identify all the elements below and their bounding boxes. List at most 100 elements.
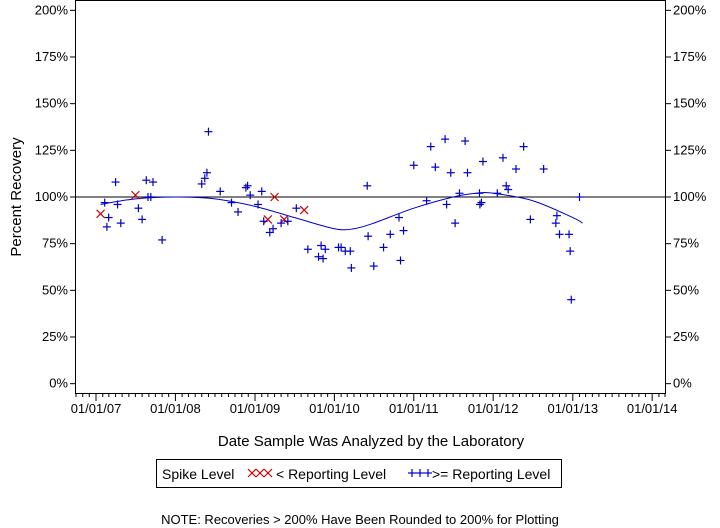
point-above-reporting-level bbox=[116, 219, 125, 228]
y-tick-label-left: 25% bbox=[42, 329, 68, 344]
point-above-reporting-level bbox=[455, 189, 464, 198]
point-above-reporting-level bbox=[259, 217, 268, 226]
y-tick-label-left: 150% bbox=[35, 96, 69, 111]
point-above-reporting-level bbox=[257, 187, 266, 196]
point-above-reporting-level bbox=[277, 219, 286, 228]
legend-glyph-plus bbox=[416, 469, 424, 477]
point-above-reporting-level bbox=[142, 176, 151, 185]
point-below-reporting-level bbox=[299, 205, 309, 215]
point-below-reporting-level bbox=[263, 214, 273, 224]
point-above-reporting-level bbox=[493, 189, 502, 198]
y-tick-label-right: 150% bbox=[673, 96, 707, 111]
point-above-reporting-level bbox=[539, 165, 548, 173]
point-below-reporting-level bbox=[96, 209, 106, 219]
point-above-reporting-level bbox=[431, 163, 440, 172]
point-above-reporting-level bbox=[475, 200, 484, 209]
y-tick-label-left: 100% bbox=[35, 189, 69, 204]
point-above-reporting-level bbox=[575, 193, 584, 201]
point-above-reporting-level bbox=[269, 224, 278, 233]
legend: Spike Level < Reporting Level >= Reporti… bbox=[156, 459, 562, 488]
point-above-reporting-level bbox=[254, 200, 263, 209]
point-above-reporting-level bbox=[396, 256, 405, 265]
x-tick-label: 01/01/12 bbox=[468, 401, 519, 416]
y-tick-label-right: 75% bbox=[673, 236, 699, 251]
point-above-reporting-level bbox=[369, 262, 378, 271]
point-below-reporting-level bbox=[130, 190, 140, 200]
y-tick-label-right: 25% bbox=[673, 329, 699, 344]
y-tick-label-left: 0% bbox=[49, 376, 68, 391]
legend-glyph-x bbox=[247, 468, 257, 478]
y-tick-label-left: 75% bbox=[42, 236, 68, 251]
point-above-reporting-level bbox=[102, 222, 111, 231]
point-above-reporting-level bbox=[394, 213, 403, 222]
point-above-reporting-level bbox=[379, 243, 388, 252]
point-above-reporting-level bbox=[567, 295, 576, 304]
point-above-reporting-level bbox=[241, 183, 250, 192]
point-above-reporting-level bbox=[100, 198, 109, 207]
legend-label-below-rl: < Reporting Level bbox=[276, 466, 386, 482]
y-tick-label-left: 125% bbox=[35, 142, 69, 157]
point-above-reporting-level bbox=[111, 178, 120, 187]
point-above-reporting-level bbox=[526, 215, 535, 224]
trend-line bbox=[100, 192, 583, 231]
point-above-reporting-level bbox=[246, 191, 255, 200]
point-above-reporting-level bbox=[319, 254, 328, 263]
point-above-reporting-level bbox=[346, 247, 355, 256]
point-above-reporting-level bbox=[148, 178, 157, 187]
point-above-reporting-level bbox=[158, 235, 167, 244]
point-above-reporting-level bbox=[399, 226, 408, 235]
point-above-reporting-level bbox=[321, 245, 330, 254]
point-above-reporting-level bbox=[442, 200, 451, 209]
point-above-reporting-level bbox=[519, 142, 528, 151]
legend-glyph-x bbox=[255, 468, 265, 478]
point-above-reporting-level bbox=[363, 181, 372, 190]
x-tick-label: 01/01/13 bbox=[547, 401, 598, 416]
point-above-reporting-level bbox=[200, 174, 209, 183]
point-above-reporting-level bbox=[551, 219, 560, 228]
point-above-reporting-level bbox=[477, 198, 486, 207]
point-above-reporting-level bbox=[204, 127, 213, 136]
point-above-reporting-level bbox=[422, 196, 431, 205]
point-above-reporting-level bbox=[138, 215, 147, 224]
point-above-reporting-level bbox=[227, 198, 236, 207]
y-tick-label-right: 0% bbox=[673, 376, 692, 391]
y-tick-label-right: 175% bbox=[673, 49, 707, 64]
legend-title: Spike Level bbox=[162, 466, 234, 482]
point-above-reporting-level bbox=[347, 263, 356, 272]
point-above-reporting-level bbox=[463, 168, 472, 177]
point-above-reporting-level bbox=[565, 230, 574, 239]
x-tick-label: 01/01/11 bbox=[389, 401, 439, 416]
point-above-reporting-level bbox=[504, 185, 513, 194]
point-above-reporting-level bbox=[566, 247, 575, 256]
point-above-reporting-level bbox=[134, 204, 143, 213]
point-above-reporting-level bbox=[202, 168, 211, 177]
x-tick-label: 01/01/07 bbox=[71, 401, 122, 416]
x-axis-title: Date Sample Was Analyzed by the Laborato… bbox=[218, 433, 525, 450]
legend-glyph-plus bbox=[408, 469, 416, 477]
y-tick-label-right: 200% bbox=[673, 2, 707, 17]
point-above-reporting-level bbox=[502, 181, 511, 190]
point-above-reporting-level bbox=[478, 157, 487, 166]
point-above-reporting-level bbox=[461, 137, 470, 145]
legend-marker-above-rl bbox=[408, 469, 432, 477]
y-tick-label-right: 125% bbox=[673, 142, 707, 157]
point-above-reporting-level bbox=[498, 153, 507, 162]
legend-marker-below-rl bbox=[247, 468, 273, 478]
y-tick-label-right: 50% bbox=[673, 282, 699, 297]
legend-box bbox=[156, 459, 562, 488]
point-above-reporting-level bbox=[512, 165, 521, 173]
point-above-reporting-level bbox=[552, 211, 561, 220]
legend-label-above-rl: >= Reporting Level bbox=[432, 466, 550, 482]
point-above-reporting-level bbox=[317, 241, 326, 250]
point-above-reporting-level bbox=[146, 193, 155, 201]
y-tick-label-left: 175% bbox=[35, 49, 69, 64]
point-above-reporting-level bbox=[216, 187, 225, 196]
x-tick-label: 01/01/09 bbox=[230, 401, 281, 416]
point-above-reporting-level bbox=[426, 142, 435, 151]
point-above-reporting-level bbox=[292, 204, 301, 213]
legend-glyph-plus bbox=[424, 469, 432, 477]
legend-glyph-x bbox=[263, 468, 273, 478]
point-above-reporting-level bbox=[446, 168, 455, 177]
y-axis-title: Percent Recovery bbox=[8, 137, 25, 257]
